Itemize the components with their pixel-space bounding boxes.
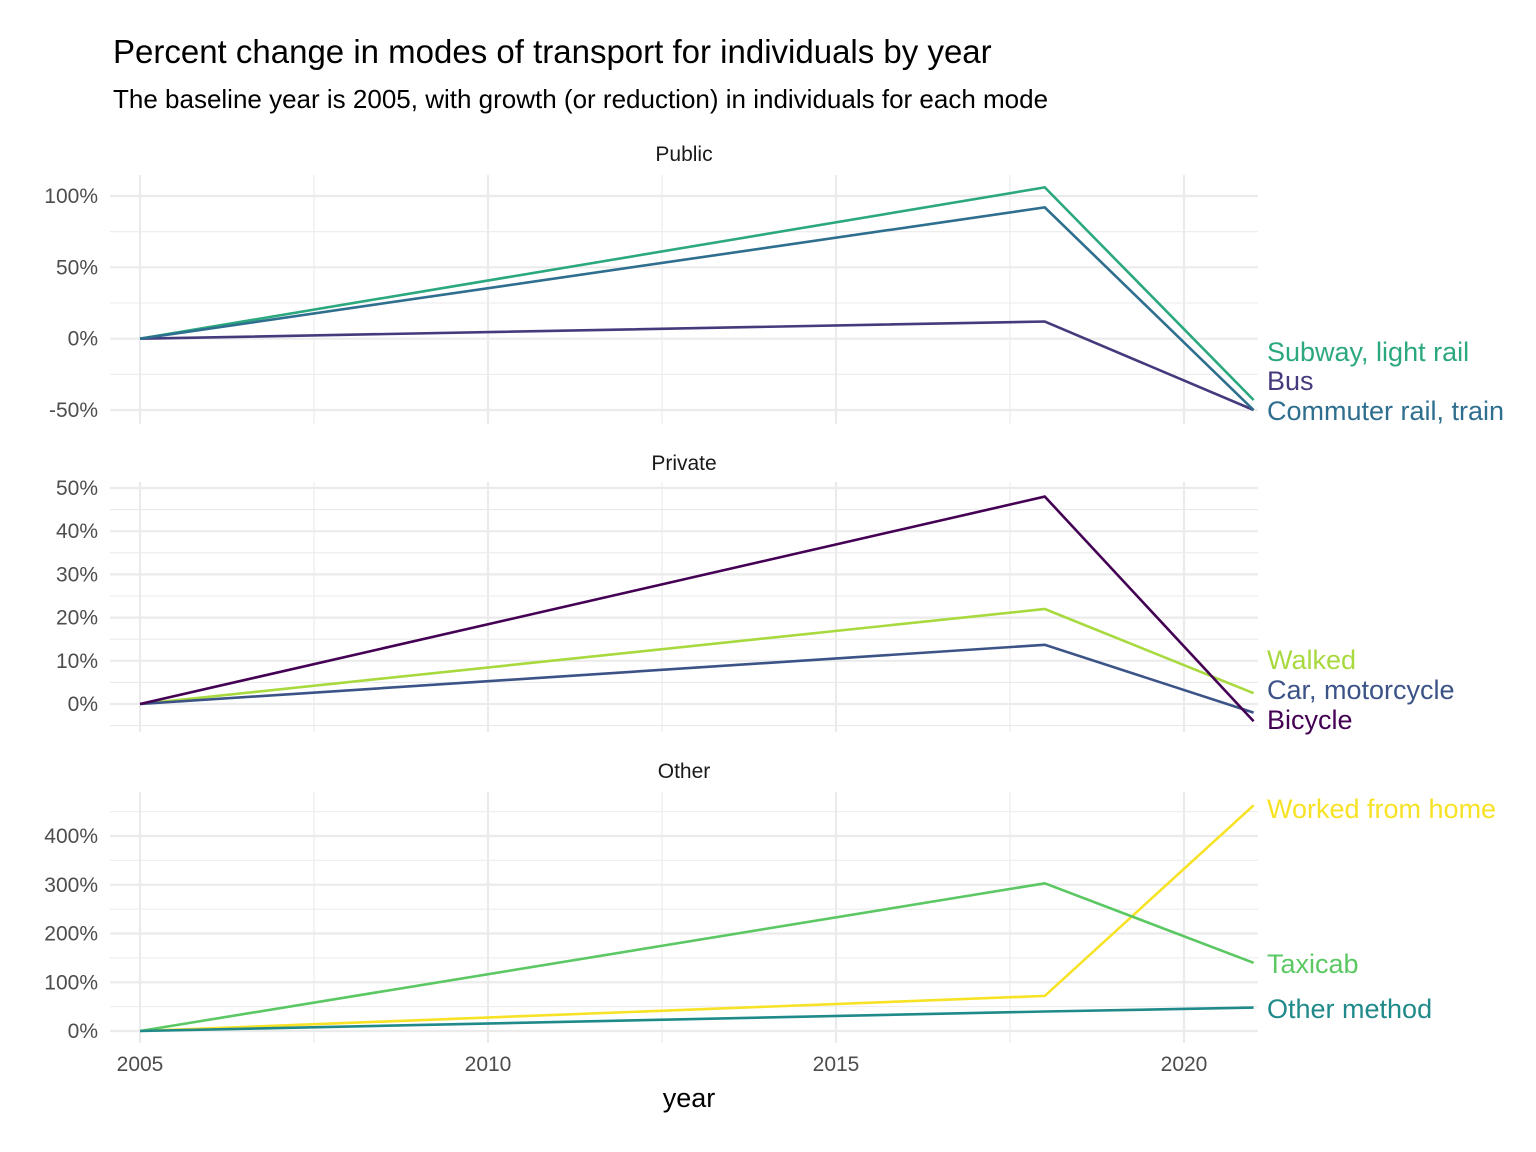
x-tick-label: 2015 <box>813 1053 860 1076</box>
series-line-commuter-rail-train <box>139 206 1255 411</box>
y-tick-label: 300% <box>44 874 98 897</box>
series-line-subway-light-rail <box>139 186 1255 401</box>
facet-strip-label: Public <box>655 143 712 166</box>
x-axis: 2005 2010 2015 2020 <box>117 1053 1208 1076</box>
x-tick-label: 2020 <box>1161 1053 1208 1076</box>
y-tick-label: 50% <box>56 256 98 279</box>
series-line-bus <box>139 320 1255 412</box>
series-label-commuter-rail-train: Commuter rail, train <box>1267 396 1504 426</box>
facet-panels: Public -50% 0% 50% 100% Subway, light railBus… <box>44 143 1504 1043</box>
series-line-bicycle <box>139 495 1255 723</box>
x-tick-label: 2005 <box>117 1053 164 1076</box>
x-axis-title: year <box>663 1083 716 1113</box>
series-line-walked <box>139 607 1255 706</box>
y-tick-label: 40% <box>56 520 98 543</box>
series-label-taxicab: Taxicab <box>1267 949 1359 979</box>
series-label-bicycle: Bicycle <box>1267 705 1353 735</box>
chart-title: Percent change in modes of transport for… <box>113 33 992 70</box>
facet-strip-label: Private <box>651 452 716 475</box>
y-tick-label: 400% <box>44 825 98 848</box>
series-line-car-motorcycle <box>139 643 1255 714</box>
y-tick-label: 100% <box>44 185 98 208</box>
y-tick-label: 0% <box>68 1020 98 1043</box>
series-label-other-method: Other method <box>1267 994 1432 1024</box>
y-tick-label: 20% <box>56 607 98 630</box>
series-line-other-method <box>139 1006 1254 1033</box>
y-tick-label: 0% <box>68 328 98 351</box>
y-tick-label: 30% <box>56 563 98 586</box>
y-tick-label: -50% <box>49 399 98 422</box>
y-tick-label: 200% <box>44 923 98 946</box>
panel-public: Public -50% 0% 50% 100% Subway, light railBus… <box>44 143 1504 426</box>
y-tick-label: 100% <box>44 971 98 994</box>
y-tick-label: 10% <box>56 650 98 673</box>
chart-subtitle: The baseline year is 2005, with growth (… <box>113 84 1048 114</box>
series-line-taxicab <box>139 881 1255 1033</box>
series-label-bus: Bus <box>1267 366 1314 396</box>
series-line-worked-from-home <box>139 804 1255 1033</box>
x-tick-label: 2010 <box>465 1053 512 1076</box>
series-label-car-motorcycle: Car, motorcycle <box>1267 675 1455 705</box>
facet-strip-label: Other <box>658 760 711 783</box>
series-label-subway-light-rail: Subway, light rail <box>1267 337 1469 367</box>
y-tick-label: 50% <box>56 477 98 500</box>
y-tick-label: 0% <box>68 693 98 716</box>
panel-other: Other 0% 100% 200% 300% 400% Worked from home T… <box>44 760 1496 1043</box>
series-label-walked: Walked <box>1267 645 1356 675</box>
series-label-worked-from-home: Worked from home <box>1267 794 1496 824</box>
